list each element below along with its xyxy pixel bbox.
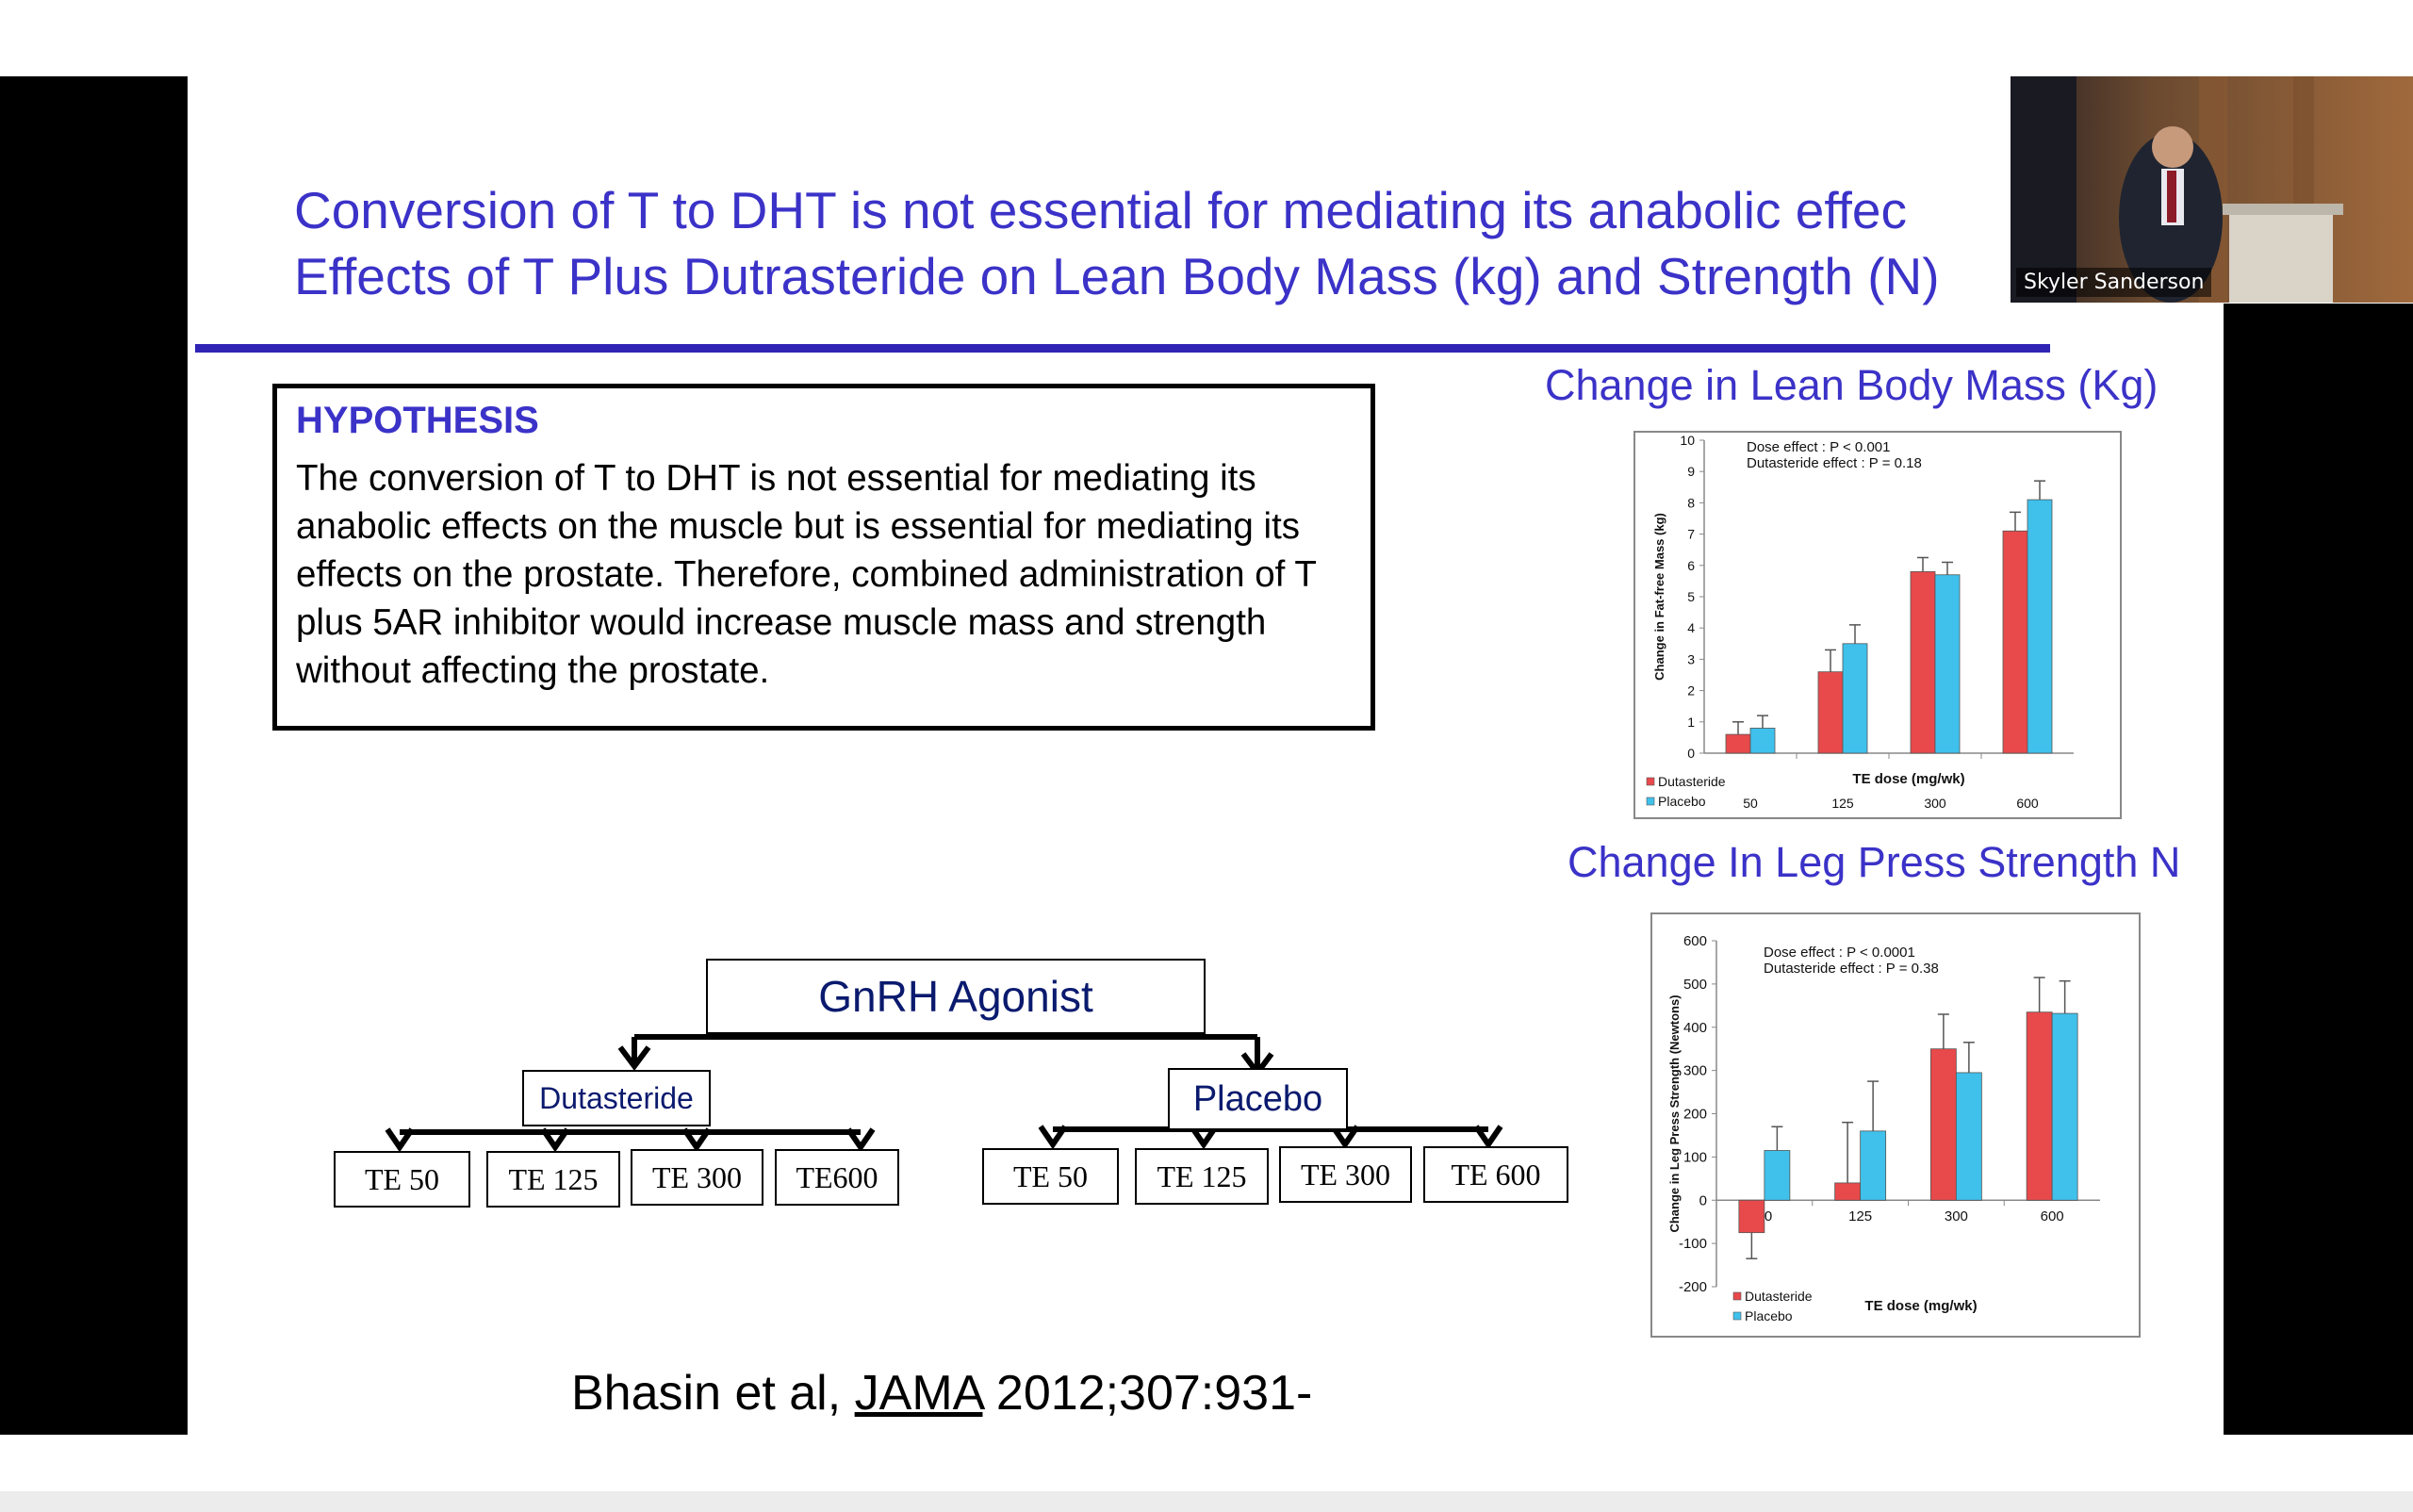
shared-slide: Conversion of T to DHT is not essential …: [188, 76, 2224, 1435]
bar-dutasteride-300: [1929, 1048, 1957, 1201]
y-tick-label: -200: [1679, 1279, 1707, 1295]
dose-box-dutasteride-te600: TE600: [775, 1149, 899, 1206]
leg-press-bar-chart: -200-100010020030040050060050125300600Do…: [1667, 933, 2100, 1323]
chart-leg-press-frame: -200-100010020030040050060050125300600Do…: [1650, 912, 2141, 1338]
legend-label-dutasteride: Dutasteride: [1658, 774, 1726, 789]
chart-annotation: Dutasteride effect : P = 0.18: [1747, 455, 1922, 471]
citation-journal: JAMA: [854, 1366, 983, 1421]
legend-swatch-dutasteride: [1732, 1291, 1742, 1301]
x-tick-label: 50: [1743, 796, 1758, 811]
bar-placebo-600: [2051, 1012, 2078, 1201]
dose-box-placebo-te300: TE 300: [1279, 1146, 1412, 1203]
bar-placebo-300: [1934, 574, 1961, 754]
screen-share-right-border: [2224, 304, 2413, 1435]
legend-label-placebo: Placebo: [1745, 1308, 1793, 1323]
dose-box-dutasteride-te300: TE 300: [631, 1149, 763, 1206]
x-tick-label: 600: [2016, 796, 2039, 811]
chart-annotation: Dutasteride effect : P = 0.38: [1764, 961, 1939, 977]
x-tick-label: 125: [1831, 796, 1854, 811]
bar-placebo-600: [2027, 499, 2053, 754]
chart-annotation: Dose effect : P < 0.001: [1747, 439, 1890, 455]
x-tick-label: 125: [1848, 1208, 1872, 1224]
bar-dutasteride-125: [1834, 1182, 1862, 1201]
x-tick-label: 300: [1945, 1208, 1968, 1224]
hypothesis-box: HYPOTHESIS The conversion of T to DHT is…: [272, 384, 1375, 731]
x-tick-label: 600: [2041, 1208, 2064, 1224]
bottom-toolbar-strip: [0, 1491, 2413, 1512]
x-axis-label: TE dose (mg/wk): [1852, 771, 1964, 787]
y-tick-label: 400: [1683, 1020, 1707, 1036]
citation: Bhasin et al, JAMA 2012;307:931-: [571, 1365, 1312, 1422]
citation-authors: Bhasin et al,: [571, 1366, 842, 1421]
bar-placebo-125: [1860, 1130, 1887, 1201]
y-tick-label: 7: [1687, 527, 1695, 542]
y-tick-label: -100: [1679, 1236, 1707, 1252]
dose-box-dutasteride-te125: TE 125: [486, 1151, 620, 1208]
y-tick-label: 100: [1683, 1149, 1707, 1165]
dose-box-placebo-te600: TE 600: [1423, 1146, 1568, 1203]
speaker-video-feed: [2011, 76, 2413, 303]
y-tick-label: 5: [1687, 589, 1695, 604]
gnrh-agonist-box: GnRH Agonist: [706, 959, 1206, 1034]
dutasteride-arm-box: Dutasteride: [522, 1070, 711, 1126]
y-tick-label: 0: [1687, 746, 1695, 761]
y-tick-label: 4: [1687, 620, 1695, 635]
slide-title-line2: Effects of T Plus Dutrasteride on Lean B…: [294, 247, 1940, 305]
y-tick-label: 300: [1683, 1063, 1707, 1079]
y-tick-label: 1: [1687, 715, 1695, 730]
lean-mass-bar-chart: 0 1 2 3 4 5 6 7 8 9 10 50 125 300 600 Dose effect : P <…: [1646, 433, 2074, 811]
chart-title-leg-press: Change In Leg Press Strength N: [1568, 838, 2181, 886]
dose-box-placebo-te50: TE 50: [982, 1148, 1119, 1205]
y-axis-label: Change in Fat-free Mass (kg): [1652, 513, 1666, 681]
bar-dutasteride-50: [1738, 1199, 1765, 1234]
y-tick-label: 0: [1699, 1192, 1707, 1208]
y-tick-label: 200: [1683, 1107, 1707, 1123]
y-tick-label: 6: [1687, 558, 1695, 573]
bar-dutasteride-600: [2026, 1011, 2053, 1201]
bar-placebo-125: [1842, 643, 1868, 754]
citation-ref: 2012;307:931-: [995, 1366, 1313, 1421]
hypothesis-text: The conversion of T to DHT is not essent…: [296, 458, 1317, 691]
chart-title-lean-mass: Change in Lean Body Mass (Kg): [1545, 361, 2159, 409]
y-tick-label: 8: [1687, 495, 1695, 510]
y-tick-label: 2: [1687, 683, 1695, 698]
title-divider: [195, 344, 2050, 353]
x-axis-label: TE dose (mg/wk): [1864, 1298, 1977, 1314]
legend-label-dutasteride: Dutasteride: [1745, 1289, 1813, 1304]
dose-box-placebo-te125: TE 125: [1135, 1148, 1269, 1205]
y-tick-label: 3: [1687, 651, 1695, 666]
bar-dutasteride-600: [2002, 530, 2028, 754]
bar-placebo-50: [1764, 1150, 1791, 1201]
dose-box-dutasteride-te50: TE 50: [334, 1151, 470, 1208]
placebo-arm-box: Placebo: [1168, 1068, 1348, 1130]
legend-swatch-placebo: [1646, 797, 1655, 806]
bar-dutasteride-300: [1910, 571, 1936, 754]
legend-swatch-dutasteride: [1646, 777, 1655, 786]
legend-swatch-placebo: [1732, 1311, 1742, 1321]
bar-placebo-300: [1955, 1072, 1982, 1201]
y-tick-label: 500: [1683, 977, 1707, 993]
slide-title-line1: Conversion of T to DHT is not essential …: [294, 181, 1907, 239]
chart-lean-mass-frame: 0 1 2 3 4 5 6 7 8 9 10 50 125 300 600 Dose effect : P <…: [1633, 431, 2122, 819]
x-tick-label: 300: [1924, 796, 1946, 811]
participant-name-tag: Skyler Sanderson: [2016, 268, 2212, 297]
chart-annotation: Dose effect : P < 0.0001: [1764, 945, 1915, 961]
speaker-video-tile[interactable]: Skyler Sanderson: [2011, 76, 2413, 303]
hypothesis-heading: HYPOTHESIS: [296, 400, 539, 441]
bar-dutasteride-125: [1817, 671, 1844, 754]
y-tick-label: 600: [1683, 933, 1707, 949]
screen-share-left-border: [0, 76, 188, 1435]
bar-dutasteride-50: [1725, 733, 1751, 754]
y-axis-label: Change in Leg Press Strength (Newtons): [1667, 994, 1682, 1232]
y-tick-label: 10: [1680, 433, 1695, 448]
legend-label-placebo: Placebo: [1658, 794, 1706, 809]
y-tick-label: 9: [1687, 464, 1695, 479]
bar-placebo-50: [1749, 728, 1776, 754]
